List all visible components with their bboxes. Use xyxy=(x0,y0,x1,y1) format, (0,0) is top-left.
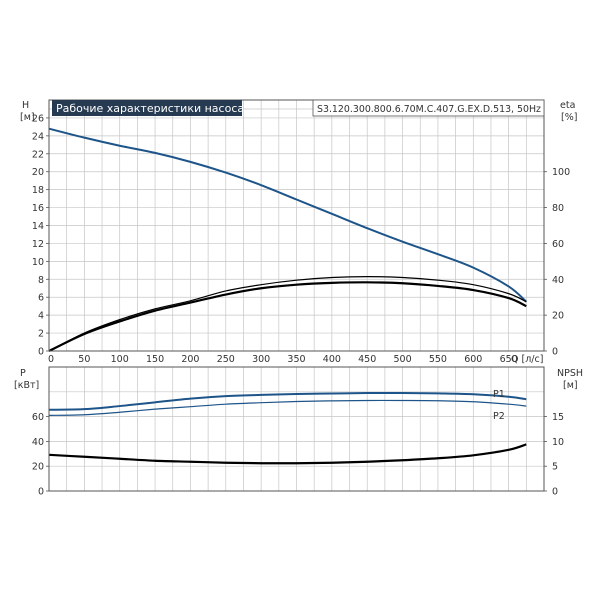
x-tick-label: 50 xyxy=(78,354,90,365)
series-layer xyxy=(48,127,527,465)
left-tick-label: 4 xyxy=(38,311,44,322)
left-tick-label: 20 xyxy=(32,167,44,178)
left-tick-label: 8 xyxy=(38,275,44,286)
chart-title-background xyxy=(52,100,242,116)
efficiency-axis-unit: [%] xyxy=(561,112,577,123)
left-tick-label: 26 xyxy=(32,113,44,124)
right-tick-label: 60 xyxy=(552,239,564,250)
efficiency-axis-label: eta xyxy=(560,100,575,111)
right-tick-label: 5 xyxy=(552,462,558,473)
left-tick-label: 6 xyxy=(38,293,44,304)
left-tick-label: 10 xyxy=(32,257,44,268)
model-label-box xyxy=(312,99,545,117)
right-tick-label: 0 xyxy=(552,347,558,358)
flow-axis-label: Q [л/с] xyxy=(511,354,543,365)
p2-series-label: P2 xyxy=(493,411,505,422)
lower-series-p2-line xyxy=(48,399,527,416)
left-tick-label: 12 xyxy=(32,239,44,250)
right-tick-label: 10 xyxy=(552,437,564,448)
upper-series-0-line xyxy=(48,127,527,303)
left-tick-label: 14 xyxy=(32,221,44,232)
x-tick-label: 500 xyxy=(394,354,412,365)
x-tick-label: 150 xyxy=(146,354,164,365)
right-tick-label: 100 xyxy=(552,167,570,178)
chart-title: Рабочие характеристики насоса xyxy=(56,102,244,115)
x-tick-label: 450 xyxy=(358,354,376,365)
left-tick-label: 40 xyxy=(32,437,44,448)
left-tick-label: 22 xyxy=(32,149,44,160)
left-tick-label: 0 xyxy=(38,347,44,358)
left-tick-label: 2 xyxy=(38,329,44,340)
left-tick-label: 18 xyxy=(32,185,44,196)
right-tick-label: 40 xyxy=(552,275,564,286)
x-tick-label: 350 xyxy=(287,354,305,365)
head-axis-label: H xyxy=(22,100,29,111)
x-tick-label: 650 xyxy=(500,354,518,365)
x-tick-label: 400 xyxy=(323,354,341,365)
left-tick-label: 0 xyxy=(38,487,44,498)
npsh-axis-unit: [м] xyxy=(563,380,578,391)
right-tick-label: 15 xyxy=(552,412,564,423)
x-tick-label: 600 xyxy=(464,354,482,365)
left-tick-label: 60 xyxy=(32,412,44,423)
lower-series-p1-line xyxy=(48,391,527,411)
power-axis-label: P xyxy=(20,368,26,379)
x-tick-label: 0 xyxy=(48,354,54,365)
x-tick-label: 200 xyxy=(181,354,199,365)
head-axis-unit: [м] xyxy=(20,112,35,123)
upper-series-2-line xyxy=(48,281,527,352)
right-tick-label: 80 xyxy=(552,203,564,214)
left-tick-label: 24 xyxy=(32,131,44,142)
x-tick-label: 550 xyxy=(429,354,447,365)
pump-model-label: S3.120.300.800.6.70M.C.407.G.EX.D.513, 5… xyxy=(317,104,541,115)
upper-series-1-line xyxy=(48,275,527,352)
x-tick-label: 250 xyxy=(217,354,235,365)
power-axis-unit: [кВт] xyxy=(14,380,39,391)
lower-series-2-line xyxy=(48,443,527,465)
left-tick-label: 16 xyxy=(32,203,44,214)
p1-series-label: P1 xyxy=(493,389,505,400)
right-tick-label: 20 xyxy=(552,311,564,322)
x-tick-label: 300 xyxy=(252,354,270,365)
lower-plot-grid xyxy=(49,367,544,491)
right-tick-label: 0 xyxy=(552,487,558,498)
left-tick-label: 20 xyxy=(32,462,44,473)
npsh-axis-label: NPSH xyxy=(557,368,583,379)
lower-plot-frame xyxy=(48,366,545,492)
upper-plot-grid xyxy=(49,100,544,351)
x-tick-label: 100 xyxy=(111,354,129,365)
